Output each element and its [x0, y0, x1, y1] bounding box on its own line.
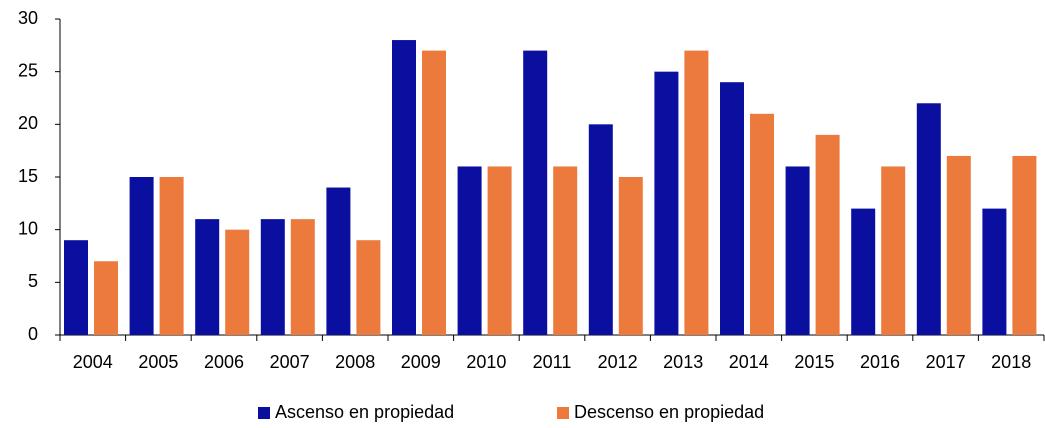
bar: [260, 219, 285, 335]
bar: [195, 219, 220, 335]
x-tick-label: 2018: [991, 352, 1031, 372]
x-tick-label: 2016: [860, 352, 900, 372]
bar: [750, 113, 774, 335]
bar: [654, 71, 679, 336]
y-tick-label: 25: [18, 60, 38, 80]
bar: [946, 155, 971, 335]
bar: [356, 240, 381, 335]
bar: [851, 208, 876, 335]
x-tick-label: 2012: [598, 352, 638, 372]
bar: [94, 261, 118, 335]
bar: [129, 177, 154, 335]
y-tick-label: 5: [28, 271, 38, 291]
bar: [290, 219, 315, 335]
x-tick-label: 2015: [794, 352, 834, 372]
bar: [785, 166, 810, 335]
legend-swatch: [258, 407, 270, 419]
bar: [457, 166, 482, 335]
x-tick-label: 2006: [204, 352, 244, 372]
bar: [523, 50, 548, 335]
x-tick-label: 2009: [401, 352, 441, 372]
legend-swatch: [557, 407, 569, 419]
bar: [916, 103, 941, 336]
y-tick-label: 0: [28, 324, 38, 344]
x-tick-label: 2008: [335, 352, 375, 372]
x-tick-label: 2014: [729, 352, 769, 372]
bar: [422, 50, 446, 335]
bar: [720, 82, 744, 335]
y-tick-label: 20: [18, 113, 38, 133]
bar: [684, 50, 709, 335]
legend-label: Ascenso en propiedad: [275, 402, 454, 422]
bar: [225, 229, 250, 335]
bar: [1012, 155, 1037, 335]
bar: [326, 187, 351, 335]
x-tick-label: 2010: [466, 352, 506, 372]
y-tick-label: 10: [18, 218, 38, 238]
x-tick-label: 2017: [926, 352, 966, 372]
bar: [881, 166, 906, 335]
bar: [588, 124, 613, 335]
x-tick-label: 2011: [533, 352, 572, 372]
x-tick-label: 2004: [73, 352, 113, 372]
bar: [982, 208, 1007, 335]
y-tick-label: 30: [18, 8, 38, 28]
bar: [618, 177, 643, 335]
x-tick-label: 2007: [270, 352, 310, 372]
legend-label: Descenso en propiedad: [574, 402, 764, 422]
x-tick-label: 2005: [138, 352, 178, 372]
y-tick-label: 15: [18, 166, 38, 186]
bar: [487, 166, 512, 335]
bar: [159, 177, 184, 335]
bar: [553, 166, 578, 335]
bar: [392, 40, 416, 336]
bar: [64, 240, 88, 335]
x-tick-label: 2013: [663, 352, 703, 372]
bar: [815, 134, 840, 335]
